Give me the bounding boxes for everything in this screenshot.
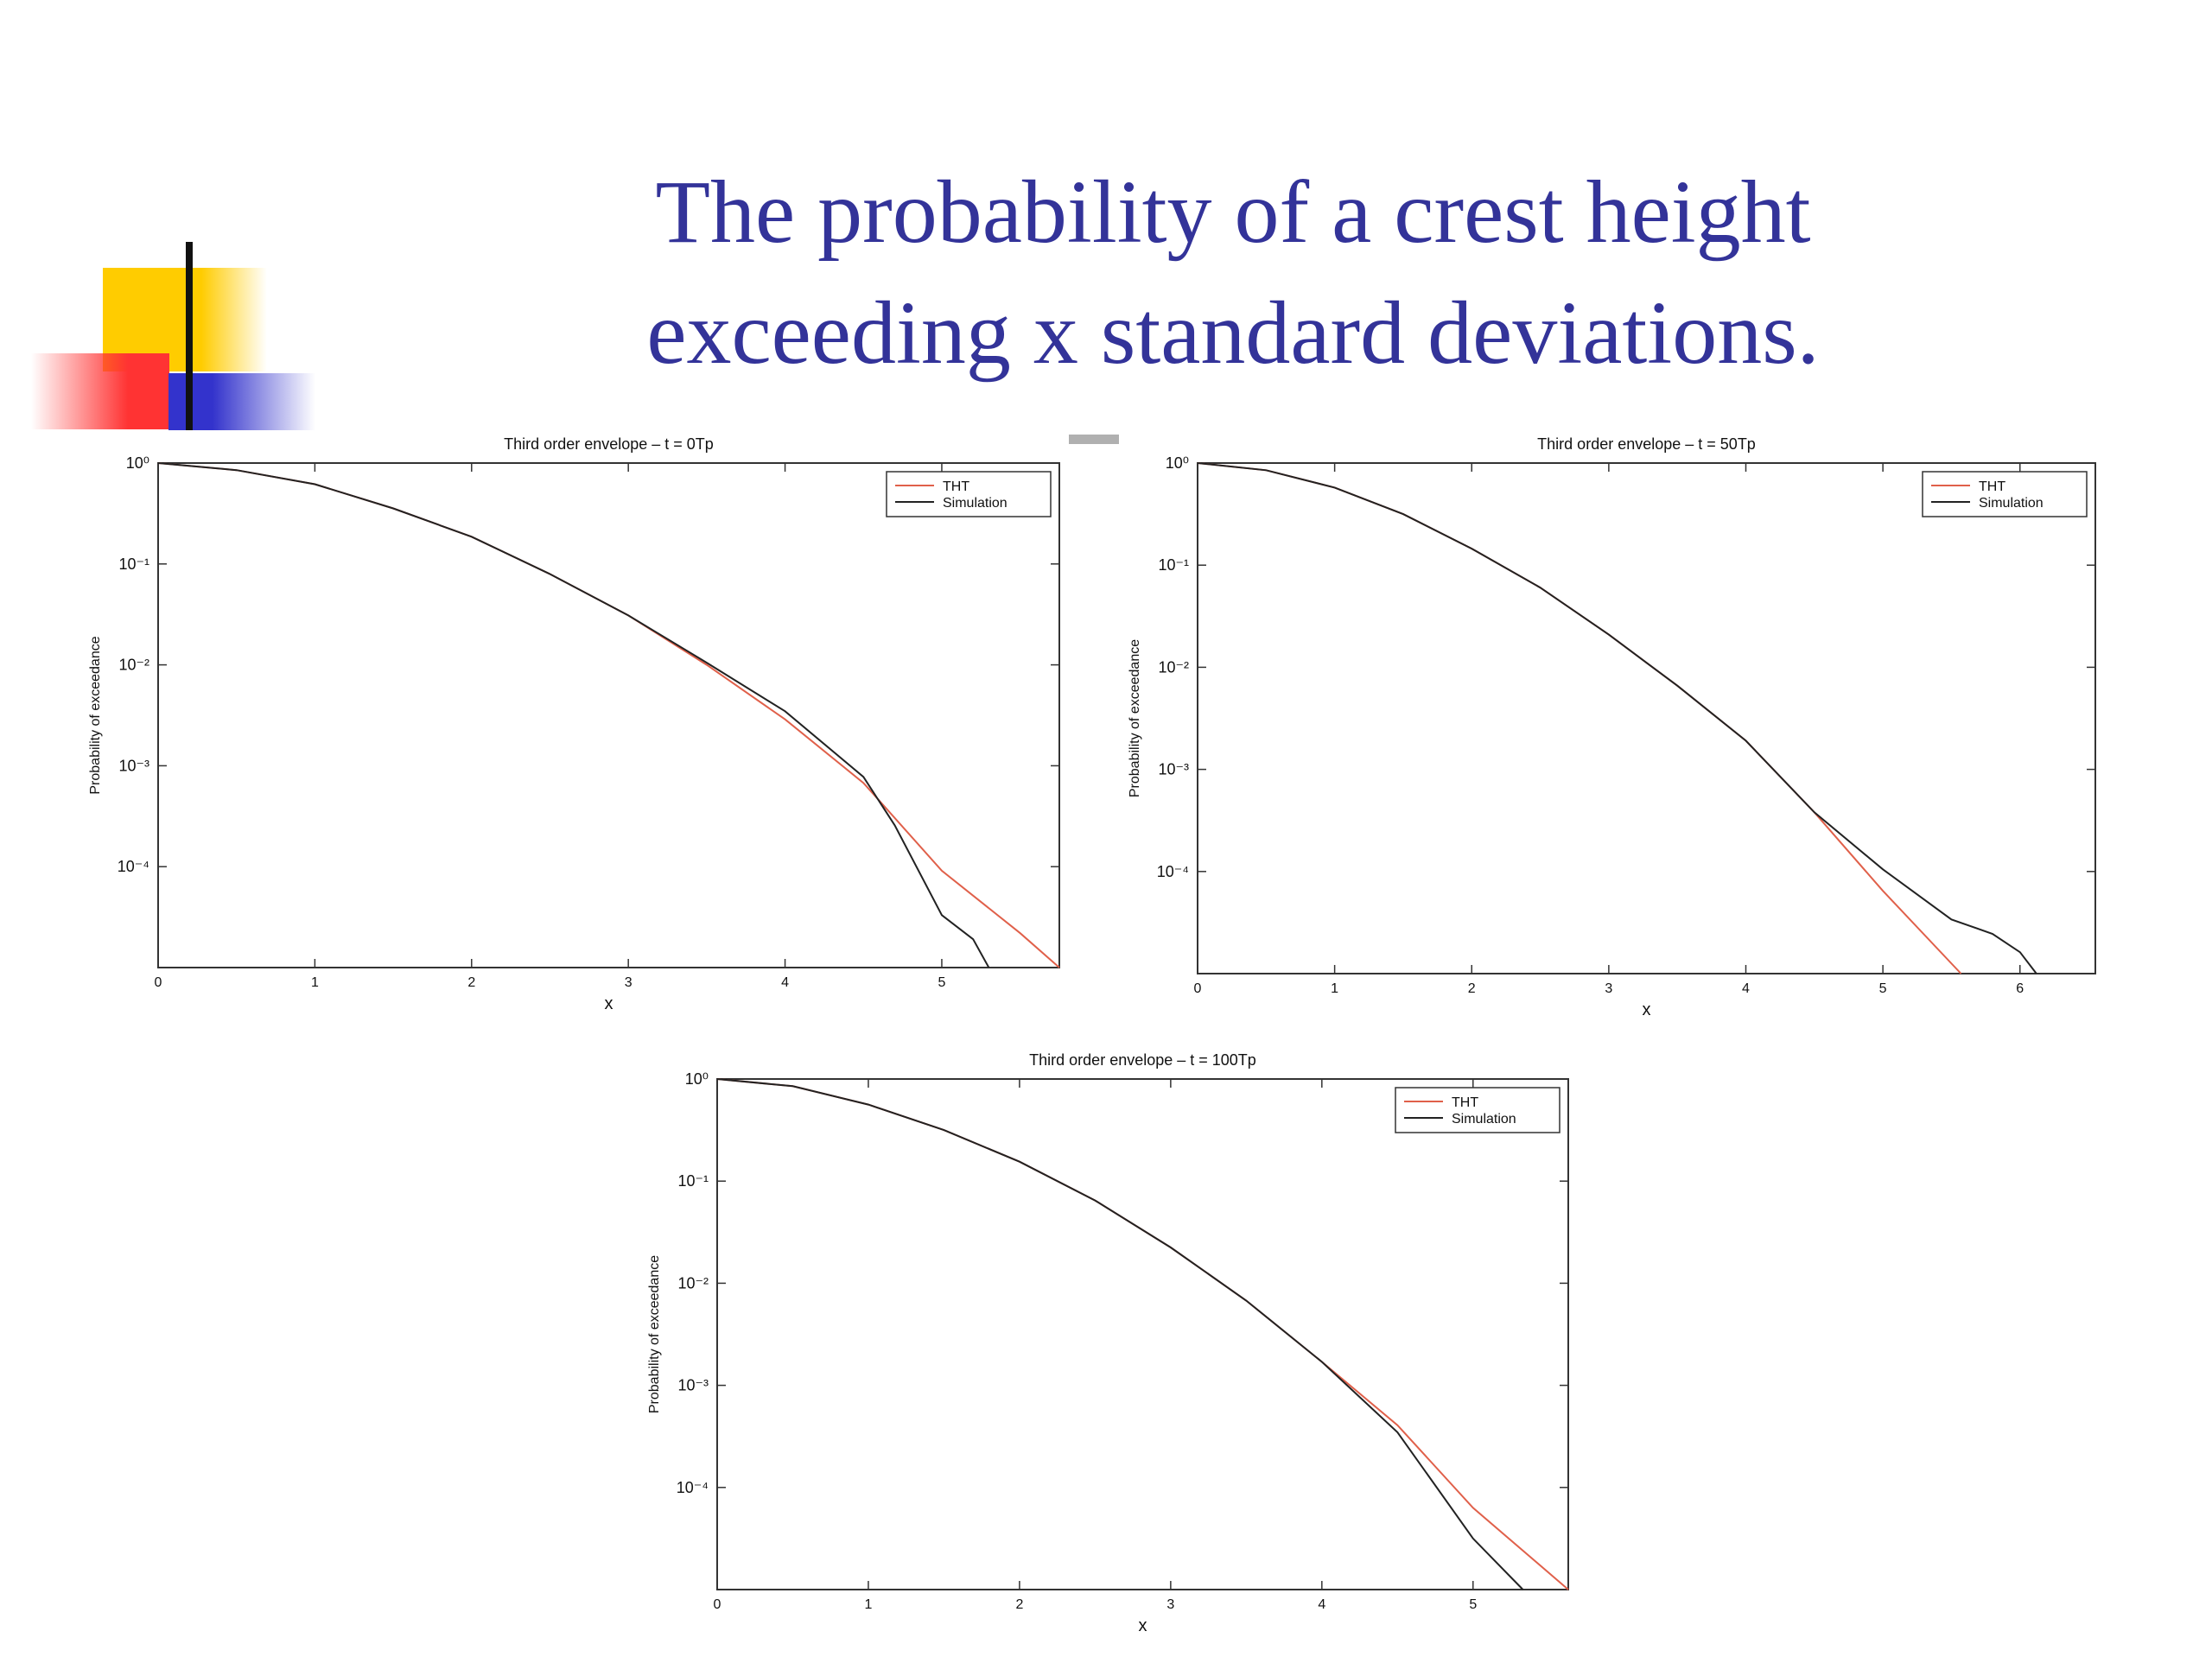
x-axis-label: x	[605, 994, 613, 1013]
x-tick-label: 4	[1318, 1597, 1325, 1612]
series-line	[157, 462, 990, 968]
x-tick-label: 1	[311, 975, 319, 990]
x-axis-label: x	[1139, 1616, 1147, 1635]
x-tick-label: 5	[938, 975, 946, 990]
x-tick-label: 3	[1166, 1597, 1174, 1612]
x-tick-label: 2	[1015, 1597, 1023, 1612]
chart-title: Third order envelope – t = 50Tp	[1537, 435, 1756, 453]
y-axis-label: Probability of exceedance	[88, 636, 103, 794]
x-tick-label: 4	[1742, 981, 1750, 996]
y-tick-label: 10⁻¹	[677, 1172, 709, 1190]
y-axis-label: Probability of exceedance	[647, 1255, 662, 1413]
legend-label: THT	[943, 479, 969, 494]
x-tick-label: 3	[625, 975, 632, 990]
x-tick-label: 0	[714, 1597, 721, 1612]
legend-box	[1922, 471, 2088, 517]
x-tick-label: 3	[1605, 981, 1612, 996]
plot-area	[1197, 462, 2096, 974]
y-tick-label: 10⁻²	[677, 1274, 709, 1292]
deco-red	[31, 353, 169, 429]
x-axis-label: x	[1643, 1000, 1651, 1019]
x-tick-label: 0	[1194, 981, 1202, 996]
y-tick-label: 10⁰	[685, 1070, 709, 1088]
series-line	[716, 1078, 1524, 1590]
y-tick-label: 10⁻²	[118, 657, 149, 674]
y-tick-label: 10⁻⁴	[1157, 863, 1189, 880]
y-tick-label: 10⁻³	[1158, 761, 1189, 778]
x-tick-label: 5	[1469, 1597, 1477, 1612]
x-tick-label: 1	[865, 1597, 873, 1612]
y-tick-label: 10⁰	[1166, 454, 1189, 472]
legend-box	[886, 471, 1052, 517]
slide-title: The probability of a crest height	[655, 162, 1810, 262]
deco-dash	[1069, 435, 1119, 444]
legend-label: THT	[1452, 1095, 1478, 1110]
legend-label: THT	[1979, 479, 2005, 494]
x-tick-label: 4	[781, 975, 789, 990]
plot-area	[716, 1078, 1569, 1590]
y-tick-label: 10⁻⁴	[118, 858, 149, 875]
chart-title: Third order envelope – t = 100Tp	[1029, 1051, 1256, 1069]
y-tick-label: 10⁰	[126, 454, 149, 472]
slide-title: exceeding x standard deviations.	[646, 283, 1819, 383]
deco-blue	[168, 373, 315, 430]
x-tick-label: 1	[1331, 981, 1338, 996]
y-tick-label: 10⁻³	[118, 757, 149, 774]
x-tick-label: 2	[467, 975, 475, 990]
legend-label: Simulation	[1979, 496, 2044, 511]
plot-area	[157, 462, 1060, 968]
legend-label: Simulation	[943, 496, 1007, 511]
x-tick-label: 5	[1879, 981, 1887, 996]
y-tick-label: 10⁻²	[1158, 658, 1189, 676]
y-tick-label: 10⁻¹	[118, 555, 149, 573]
x-tick-label: 0	[155, 975, 162, 990]
deco-bar	[186, 242, 193, 430]
x-tick-label: 2	[1468, 981, 1476, 996]
series-line	[1197, 462, 2037, 974]
x-tick-label: 6	[2016, 981, 2024, 996]
y-tick-label: 10⁻⁴	[677, 1479, 709, 1496]
chart-title: Third order envelope – t = 0Tp	[504, 435, 714, 453]
y-axis-label: Probability of exceedance	[1128, 639, 1142, 797]
y-tick-label: 10⁻¹	[1158, 556, 1189, 574]
legend-label: Simulation	[1452, 1112, 1516, 1127]
y-tick-label: 10⁻³	[677, 1377, 709, 1394]
legend-box	[1395, 1087, 1560, 1133]
